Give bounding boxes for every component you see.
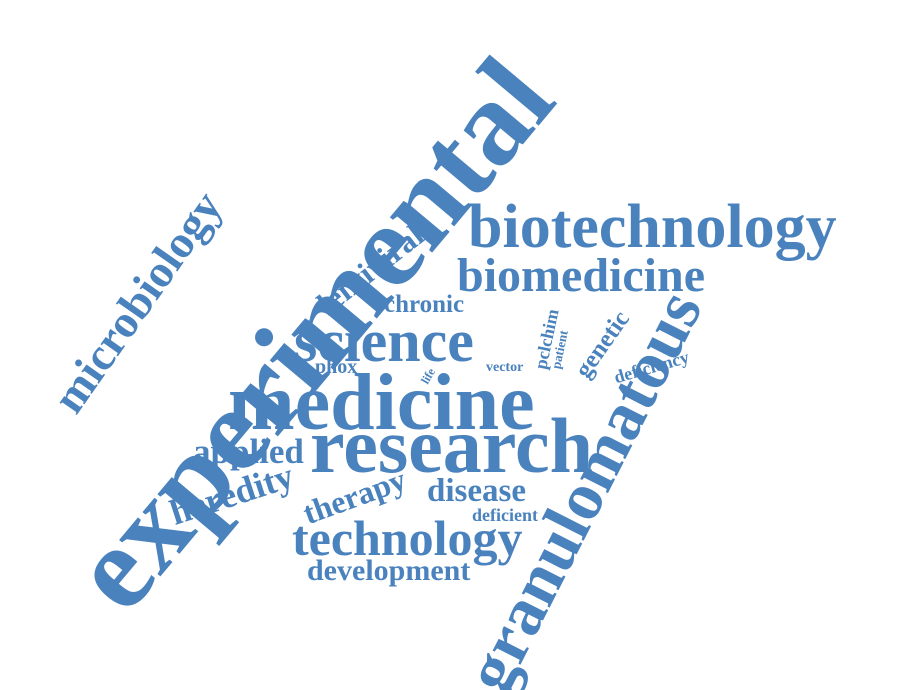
word-biomedicine: biomedicine — [457, 252, 705, 300]
word-development: development — [307, 556, 470, 586]
word-disease: disease — [427, 475, 526, 508]
